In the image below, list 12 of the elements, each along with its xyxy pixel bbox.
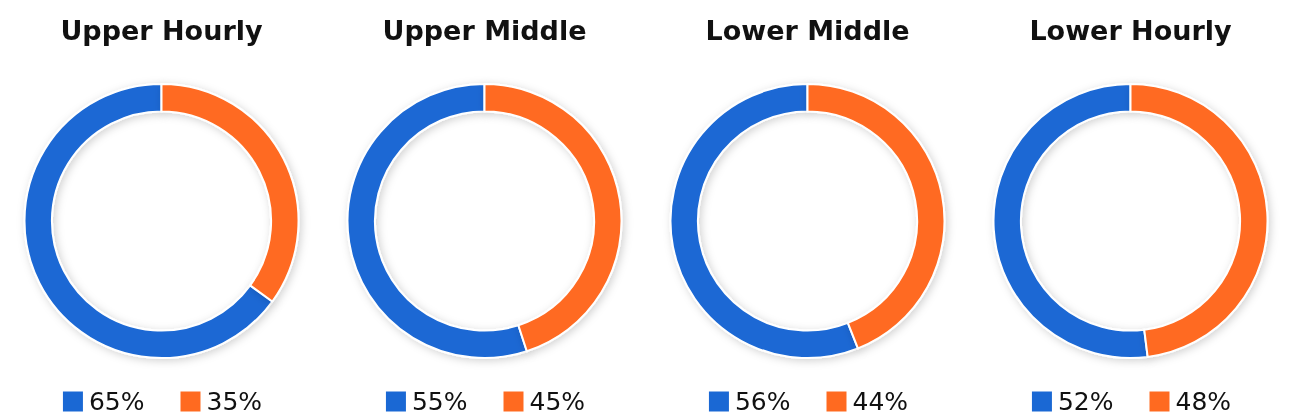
chart-title: Upper Hourly — [60, 15, 263, 46]
legend-label: 65% — [88, 387, 145, 416]
legend-label: 45% — [529, 387, 586, 416]
chart-title: Upper Middle — [382, 15, 587, 46]
legend-label: 55% — [411, 387, 468, 416]
legend-label: 35% — [206, 387, 263, 416]
chart-title: Lower Hourly — [1029, 15, 1233, 46]
legend-label: 52% — [1057, 387, 1114, 416]
chart-title: Lower Middle — [705, 15, 910, 46]
legend-label: 56% — [734, 387, 791, 416]
legend-label: 48% — [1175, 387, 1232, 416]
legend-label: 44% — [852, 387, 909, 416]
